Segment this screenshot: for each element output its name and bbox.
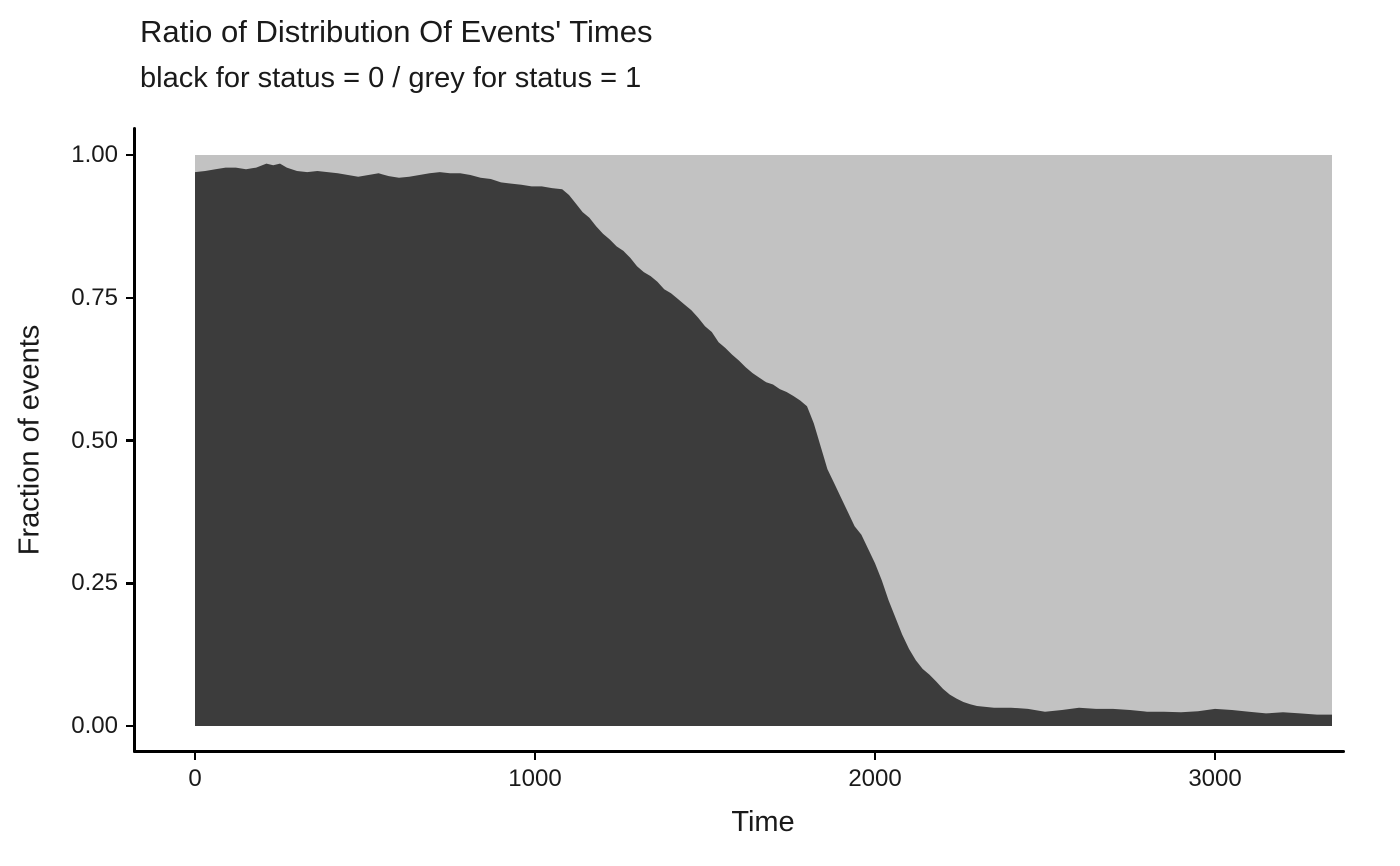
x-tick-label: 1000: [508, 765, 562, 792]
x-axis-title: Time: [731, 806, 795, 838]
y-tick-label: 0.25: [71, 569, 118, 597]
y-tick-mark: [126, 582, 133, 585]
x-tick-label: 3000: [1188, 765, 1242, 792]
status0-area: [195, 163, 1332, 726]
plot-panel: [195, 155, 1332, 726]
y-tick-label: 0.75: [71, 283, 118, 311]
x-tick-mark: [193, 753, 197, 760]
y-tick-label: 1.00: [71, 141, 118, 168]
y-tick-mark: [126, 439, 133, 442]
y-axis-title: Fraction of events: [13, 324, 46, 556]
x-axis-line: [133, 750, 1345, 753]
y-tick-mark: [126, 724, 133, 728]
y-tick-mark: [126, 153, 133, 157]
y-tick-label: 0.00: [71, 712, 118, 739]
chart-subtitle: black for status = 0 / grey for status =…: [140, 62, 642, 94]
x-tick-label: 0: [188, 765, 202, 792]
chart-title: Ratio of Distribution Of Events' Times: [140, 14, 653, 49]
y-tick-label: 0.50: [71, 426, 118, 454]
x-tick-mark: [533, 753, 537, 760]
y-axis-line: [133, 127, 136, 753]
x-tick-mark: [873, 753, 877, 760]
x-tick-label: 2000: [848, 765, 902, 792]
x-tick-mark: [1213, 753, 1217, 760]
stacked-area-chart: [195, 155, 1332, 726]
y-tick-mark: [126, 296, 133, 299]
